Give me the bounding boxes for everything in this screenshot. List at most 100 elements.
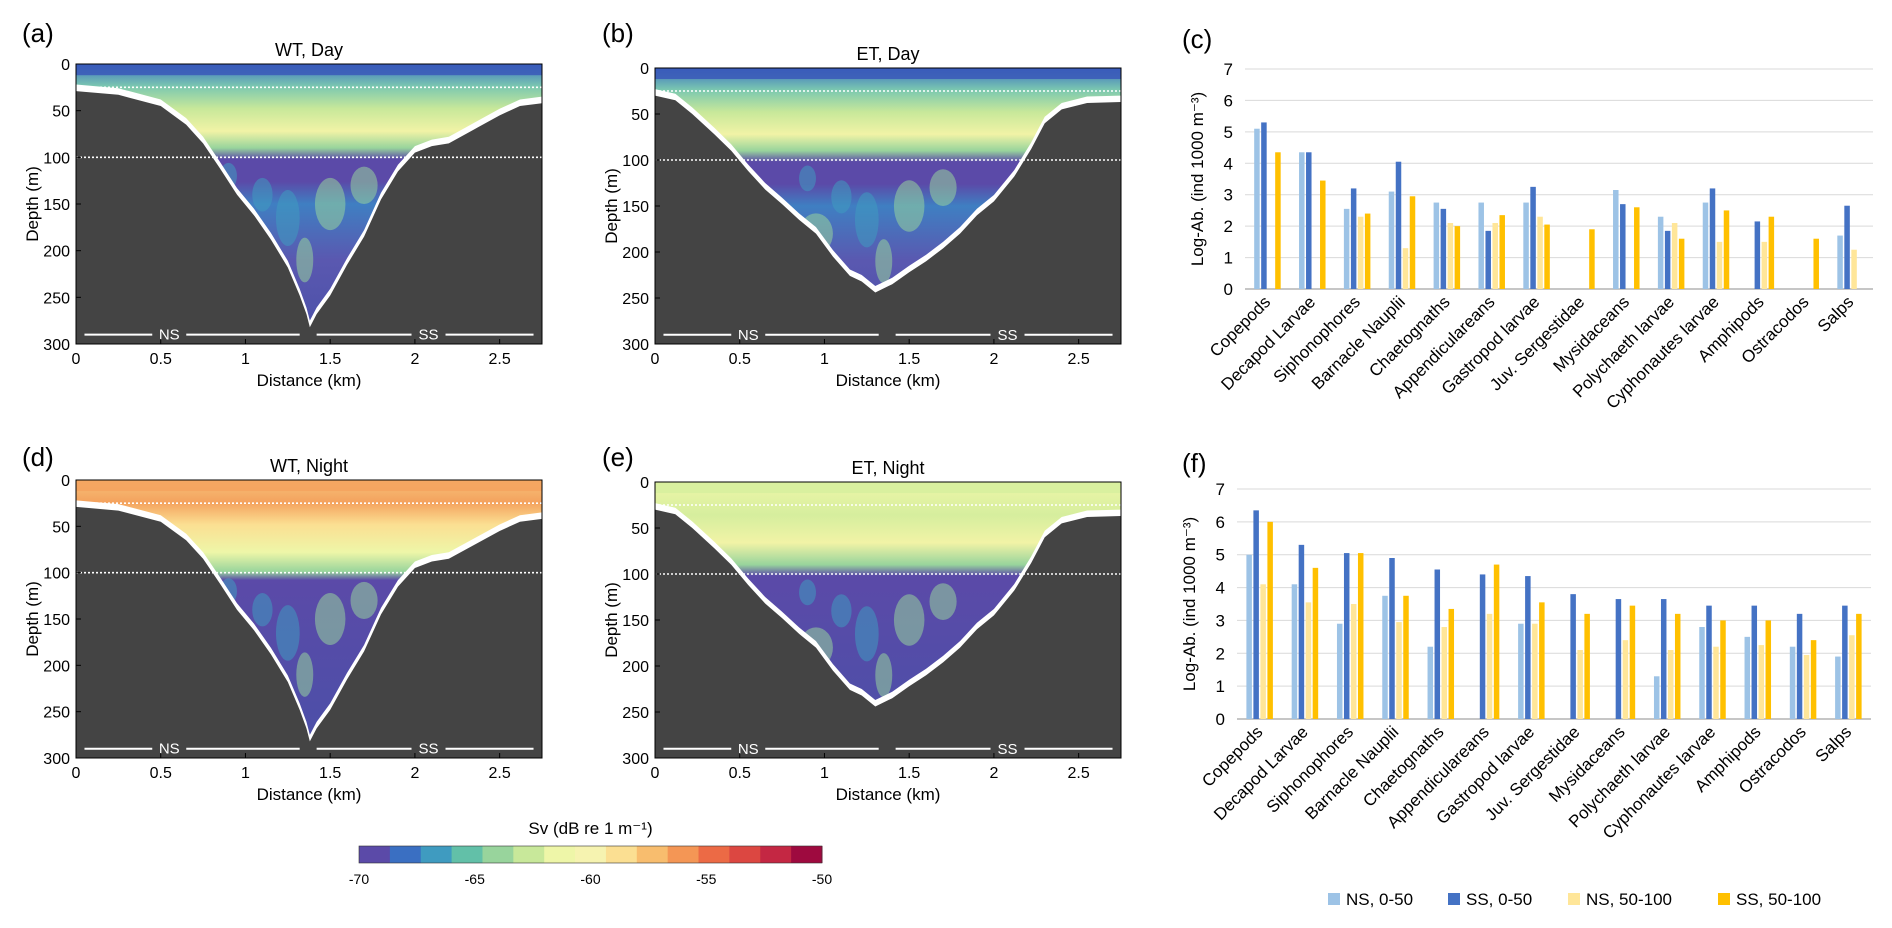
bar	[1403, 595, 1409, 719]
y-tick-label: 6	[1216, 513, 1225, 532]
x-tick-label: 2.5	[489, 765, 511, 782]
ss-label-bg	[411, 739, 446, 757]
x-tick-label: 0	[651, 351, 660, 368]
bar	[1667, 650, 1674, 719]
bar	[1849, 635, 1855, 719]
x-tick-label: 0	[651, 765, 660, 782]
y-tick-label: 150	[622, 613, 649, 630]
bar	[1434, 569, 1441, 719]
ns-label: NS	[159, 741, 180, 758]
bar	[1810, 640, 1817, 719]
bar	[1518, 623, 1524, 719]
bar	[1343, 208, 1350, 289]
bar	[1427, 646, 1434, 719]
colorbar-swatch	[482, 846, 514, 863]
y-tick-label: 7	[1224, 60, 1233, 79]
echo-patch	[831, 594, 852, 628]
panel-letter: (e)	[602, 442, 634, 472]
y-tick-label: 7	[1216, 480, 1225, 499]
colorbar-swatch	[420, 846, 453, 863]
colorbar-swatch	[575, 846, 607, 863]
x-tick-label: 2	[989, 765, 998, 782]
colorbar-frame	[358, 845, 823, 864]
bar	[1389, 558, 1395, 719]
bar	[1837, 235, 1843, 289]
y-axis-title: Depth (m)	[23, 166, 42, 242]
panel-letter: (f)	[1182, 448, 1207, 478]
y-tick-label: 1	[1216, 677, 1225, 696]
colorbar-swatch	[729, 846, 761, 863]
bar	[1796, 613, 1803, 719]
seabed	[76, 506, 542, 758]
y-tick-label: 150	[43, 612, 70, 629]
bar	[1350, 188, 1357, 289]
x-tick-label: 1.5	[898, 351, 920, 368]
bar	[1537, 216, 1543, 289]
y-tick-label: 200	[43, 244, 70, 261]
y-tick-label: 250	[43, 705, 70, 722]
colorbar-title: Sv (dB re 1 m⁻¹)	[528, 819, 652, 838]
ns-label: NS	[738, 741, 759, 758]
legend-label: SS, 0-50	[1466, 890, 1532, 909]
bar	[1629, 605, 1636, 719]
colorbar-swatch	[636, 846, 669, 863]
bar	[1448, 608, 1455, 719]
y-tick-label: 0	[61, 473, 70, 490]
bar	[1382, 595, 1388, 719]
y-tick-label: 0	[1224, 280, 1233, 299]
surface-band	[655, 68, 1121, 80]
colorbar-swatch	[544, 846, 576, 863]
bar	[1447, 223, 1454, 289]
bar	[1485, 230, 1491, 289]
echogram-a: NS SS 0 0.5 1 1.5 2 2.5 0 50 100 150 200 250 300 Distan…	[22, 18, 543, 390]
bar	[1336, 623, 1343, 719]
y-tick-label: 50	[631, 107, 649, 124]
panel-letter: (b)	[602, 18, 634, 48]
ss-label-bg	[411, 325, 446, 343]
bar	[1813, 238, 1819, 289]
bar	[1835, 656, 1841, 719]
x-tick-label: 0.5	[150, 765, 172, 782]
y-tick-label: 300	[622, 337, 649, 354]
y-axis-title: Depth (m)	[23, 581, 42, 657]
colorbar-swatch	[698, 846, 730, 863]
bar	[1709, 188, 1716, 289]
ss-label: SS	[419, 327, 439, 344]
colorbar-tick-label: -55	[696, 871, 716, 887]
echo-patch	[929, 169, 957, 207]
x-axis-title: Distance (km)	[836, 371, 941, 390]
bar	[1440, 208, 1447, 289]
legend-swatch	[1328, 893, 1340, 905]
bar	[1523, 202, 1529, 289]
echo-patch	[799, 165, 816, 192]
y-tick-label: 0	[61, 57, 70, 74]
bar	[1433, 202, 1440, 289]
bar	[1402, 248, 1409, 289]
ss-label: SS	[998, 327, 1018, 344]
echo-patch	[252, 177, 273, 212]
bar	[1343, 553, 1350, 719]
bar	[1653, 676, 1660, 719]
y-tick-label: 150	[43, 197, 70, 214]
echo-patch	[893, 180, 925, 232]
y-axis-title: Depth (m)	[602, 582, 621, 658]
echo-patch	[799, 579, 816, 606]
bar	[1539, 602, 1545, 719]
y-tick-label: 50	[52, 104, 70, 121]
y-tick-label: 4	[1216, 579, 1225, 598]
bar	[1544, 224, 1550, 289]
ns-label-bg	[731, 325, 766, 343]
ns-label: NS	[159, 327, 180, 344]
y-tick-label: 100	[622, 153, 649, 170]
bar	[1267, 521, 1273, 719]
bar	[1723, 210, 1730, 289]
ns-label: NS	[738, 327, 759, 344]
x-tick-label: 2.5	[489, 351, 511, 368]
y-tick-label: 100	[43, 566, 70, 583]
y-tick-label: 5	[1224, 123, 1233, 142]
y-tick-label: 2	[1216, 644, 1225, 663]
ss-label-bg	[990, 739, 1025, 757]
bar	[1589, 229, 1595, 289]
bar	[1478, 202, 1484, 289]
